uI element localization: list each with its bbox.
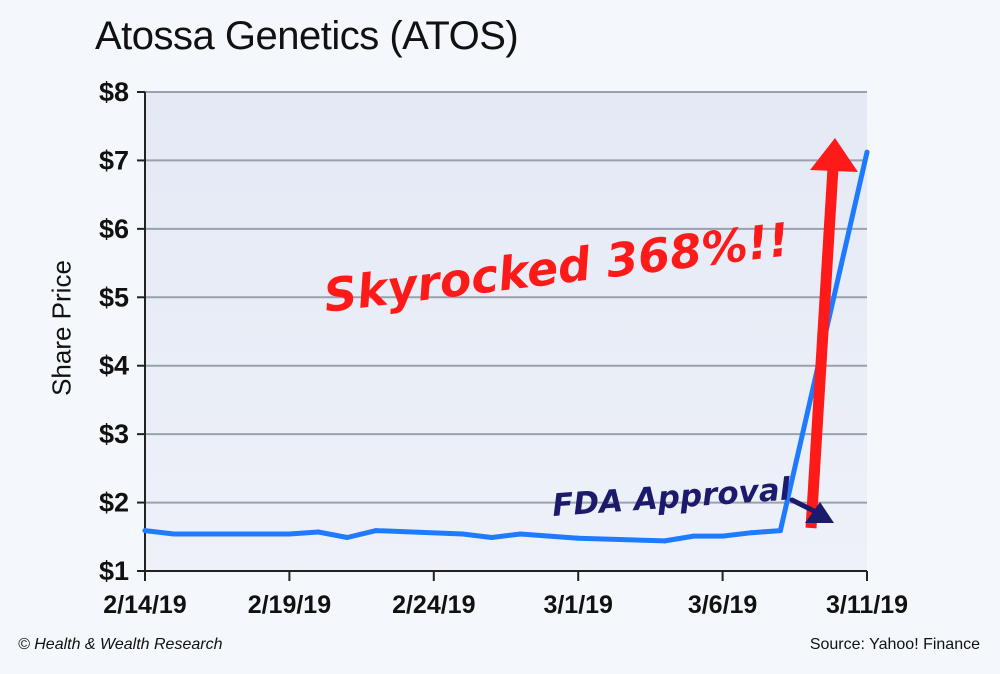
data-point <box>142 528 148 534</box>
data-point <box>171 531 177 537</box>
y-tick-label: $3 <box>99 419 129 449</box>
red-rise-arrow-head <box>810 138 858 172</box>
chart-title: Atossa Genetics (ATOS) <box>95 14 519 58</box>
data-point <box>720 533 726 539</box>
data-point <box>748 530 754 536</box>
data-point <box>864 149 870 155</box>
x-tick-label: 2/14/19 <box>103 591 186 619</box>
data-point <box>344 534 350 540</box>
data-point <box>575 535 581 541</box>
source-credit: Source: Yahoo! Finance <box>809 636 980 653</box>
red-rise-arrow-shaft <box>805 167 839 529</box>
y-tick-label: $6 <box>99 214 129 244</box>
data-point <box>662 538 668 544</box>
data-point <box>373 528 379 534</box>
data-point <box>517 531 523 537</box>
data-point <box>546 533 552 539</box>
y-tick-label: $4 <box>99 351 129 381</box>
x-tick-label: 2/19/19 <box>248 591 331 619</box>
y-tick-label: $5 <box>99 282 129 312</box>
x-tick-label: 3/1/19 <box>543 591 613 619</box>
data-point <box>489 534 495 540</box>
x-tick-label: 3/11/19 <box>826 591 908 619</box>
data-point <box>286 531 292 537</box>
data-point <box>777 528 783 534</box>
data-point <box>460 531 466 537</box>
plot-area <box>145 92 867 571</box>
fda-arrow-head <box>805 502 834 523</box>
y-tick-label: $2 <box>99 488 129 518</box>
fda-arrow-shaft <box>789 497 819 515</box>
x-tick-label: 3/6/19 <box>688 591 758 619</box>
data-point <box>315 529 321 535</box>
y-tick-label: $8 <box>99 77 129 107</box>
copyright-credit: © Health & Wealth Research <box>18 636 223 653</box>
data-point <box>691 533 697 539</box>
y-tick-label: $1 <box>99 556 129 586</box>
y-tick-label: $7 <box>99 145 129 175</box>
x-tick-label: 2/24/19 <box>392 591 475 619</box>
